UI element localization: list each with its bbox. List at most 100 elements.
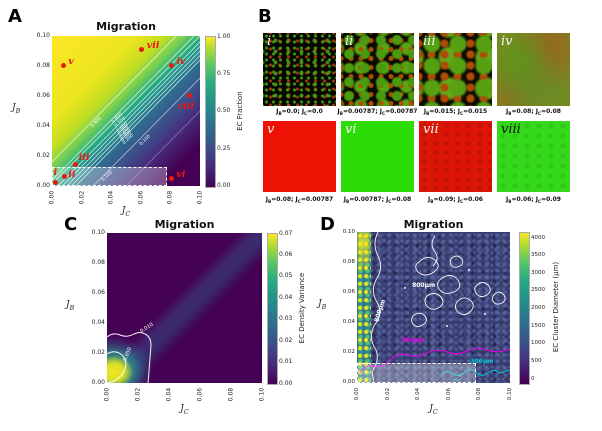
micrograph-caption: JB=0.00787; JC=0.08 [343,196,412,205]
sample-point-label: iii [78,152,90,163]
panel-a-title: Migration [96,20,156,33]
colorbar-tick: 0.07 [279,229,293,237]
colorbar-label-d: EC Cluster Diameter (μm) [552,261,560,353]
y-tick: 0.04 [91,319,105,326]
y-tick: 0.04 [36,122,50,129]
y-tick: 0.10 [91,229,105,236]
micrograph-caption: JB=0.08; JC=0.00787 [265,196,334,205]
x-tick: 0.00 [48,190,56,205]
micrograph-label: iv [501,34,513,49]
colorbar-tick: 0.00 [279,379,293,387]
panel-d-title: Migration [403,218,464,231]
x-tick: 0.10 [507,387,513,401]
x-axis-label-d: JC [429,404,438,416]
panel-c-title: Migration [154,218,215,231]
y-tick: 0.06 [91,289,105,296]
micrograph-label: iii [423,34,436,49]
dashed-highlight-box-d [357,363,477,383]
x-axis-label-a: JC [121,206,131,218]
micrograph-caption: JB=0.09; JC=0.06 [428,196,483,205]
sample-point-dot-i [53,180,59,185]
colorbar-tick: 0.03 [279,315,293,322]
x-tick: 0.02 [385,387,391,401]
micrograph-label: v [267,122,275,137]
colorbar-tick: 0.50 [217,107,231,114]
y-tick: 0.00 [342,379,355,385]
y-tick: 0.08 [91,259,105,266]
micrograph-label: vi [345,122,357,137]
heatmap-a: 0.900 0.800 0.700 0.600 0.500 0.400 0.30… [52,36,200,186]
heatmap-d: 800μm 800μm 500μm 300μm [357,232,510,383]
sample-point-dot-v [60,63,66,68]
contour-lines-d [359,232,510,383]
contour-label: 800μm [412,282,436,290]
colorbar-tick: 1500 [531,322,545,329]
x-tick: 0.00 [354,387,360,401]
micrograph-i: i [263,33,336,106]
sample-point-dot-iv [168,63,174,68]
sample-point-dot-viii [186,93,192,98]
colorbar-tick: 2500 [531,287,545,293]
y-tick: 0.06 [342,289,355,295]
micrograph-label: viii [501,122,521,137]
sample-point-dot-vi [168,175,174,181]
micrograph-iv: iv [497,33,570,106]
colorbar-tick: 2000 [531,305,545,311]
y-tick: 0.08 [342,259,355,265]
colorbar-label-a: EC Fraction [236,91,244,131]
high-value-strip [357,232,371,383]
x-tick: 0.06 [196,387,204,402]
y-tick: 0.10 [342,229,355,235]
colorbar-tick: 0.01 [279,358,293,365]
contour-label: 300μm [470,357,494,365]
colorbar-tick: 0.04 [279,294,293,301]
colorbar-tick: 0 [531,375,535,382]
sample-point-label: ii [68,168,76,180]
y-tick: 0.10 [36,32,50,39]
micrograph-caption: JB=0.015; JC=0.015 [423,108,488,117]
micrograph-vii: vii [419,121,492,192]
sample-point-dot-ii [62,174,68,179]
micrograph-v: v [263,121,336,192]
x-axis-label-c: JC [180,404,189,416]
x-tick: 0.08 [476,387,482,401]
micrograph-ii: ii [341,33,414,106]
panel-d-letter: D [320,214,335,235]
x-tick: 0.08 [227,387,235,402]
colorbar-tick: 3500 [531,252,545,258]
micrograph-iii: iii [419,33,492,106]
x-tick: 0.04 [415,387,421,401]
sample-point-dot-iii [72,162,78,167]
colorbar-tick: 0.75 [217,70,231,77]
colorbar-label-c: EC Density Variance [298,272,306,344]
x-tick: 0.06 [446,387,452,401]
contour-label: 500μm [401,336,425,344]
x-tick: 0.04 [165,387,173,402]
sample-point-label: i [53,167,58,178]
micrograph-label: i [267,34,272,49]
colorbar-tick: 0.00 [217,182,231,189]
colorbar-tick: 0.02 [279,336,293,344]
x-tick: 0.10 [258,387,266,402]
sample-point-dot-vii [139,46,145,52]
y-tick: 0.02 [91,349,105,356]
panel-b-letter: B [258,6,272,27]
colorbar-tick: 4000 [531,234,545,241]
colorbar-a [205,36,216,188]
y-tick: 0.04 [342,319,355,325]
x-tick: 0.06 [137,190,145,205]
x-tick: 0.02 [78,190,86,205]
y-axis-label-d: JB [318,299,327,311]
colorbar-tick: 0.06 [279,251,293,258]
colorbar-tick: 1.00 [217,33,231,40]
sample-point-label: vi [176,168,186,180]
micrograph-viii: viii [497,121,570,192]
colorbar-tick: 0.05 [279,272,293,279]
micrograph-caption: JB=0.0; JC=0.0 [276,108,323,117]
x-tick: 0.02 [134,387,142,402]
y-tick: 0.02 [36,152,50,159]
colorbar-d [519,232,530,385]
sample-point-label: iv [176,56,186,67]
micrograph-label: ii [345,34,354,49]
